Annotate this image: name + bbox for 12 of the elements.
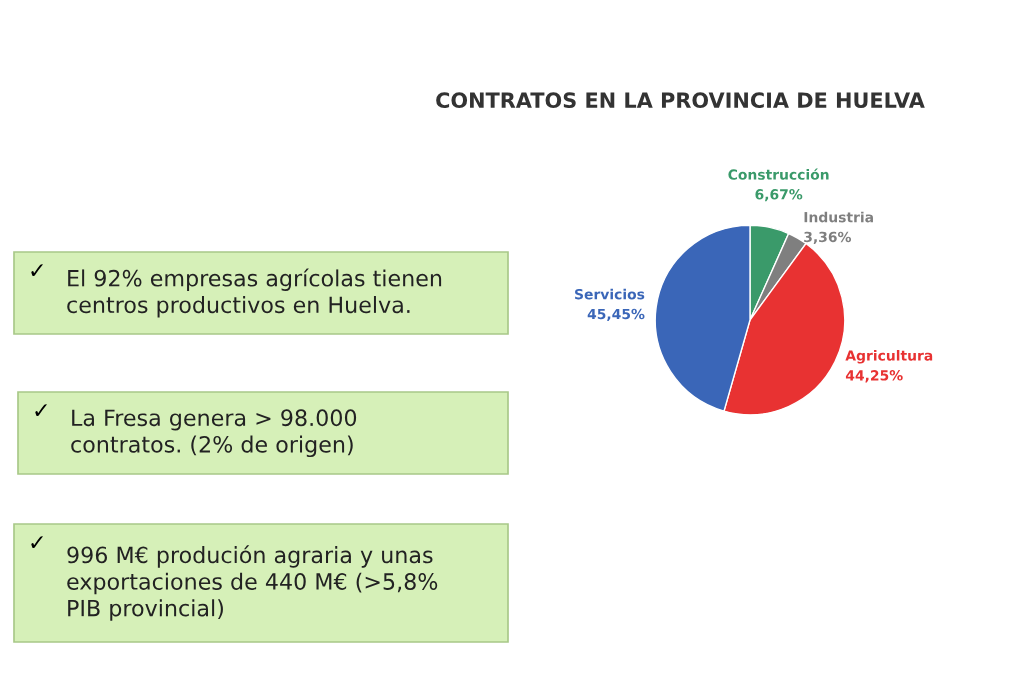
data-label: 44,25% bbox=[845, 370, 903, 383]
text: ✓ El 92% empresas agrícolas tienen centros productivos en Huelva. bbox=[31, 264, 442, 318]
data-label: 3,36% bbox=[804, 231, 852, 244]
data-label: 45,45% bbox=[587, 308, 645, 321]
chart-title: CONTRATOS EN LA PROVINCIA DE HUELVA bbox=[436, 92, 925, 109]
slice-label: Industria bbox=[804, 211, 873, 223]
text: ✓ La Fresa genera > 98.000 contratos. (2% de origen) bbox=[35, 404, 357, 458]
text: ✓ 996 M€ produción agraria y unas exportaciones de 440 M€ (>5,8% PIB provincial) bbox=[31, 536, 438, 621]
slice-label: Agricultura bbox=[845, 349, 933, 364]
slice-label: Servicios bbox=[575, 288, 645, 300]
data-label: 6,67% bbox=[755, 189, 803, 202]
slice-label: Construcción bbox=[728, 168, 829, 180]
